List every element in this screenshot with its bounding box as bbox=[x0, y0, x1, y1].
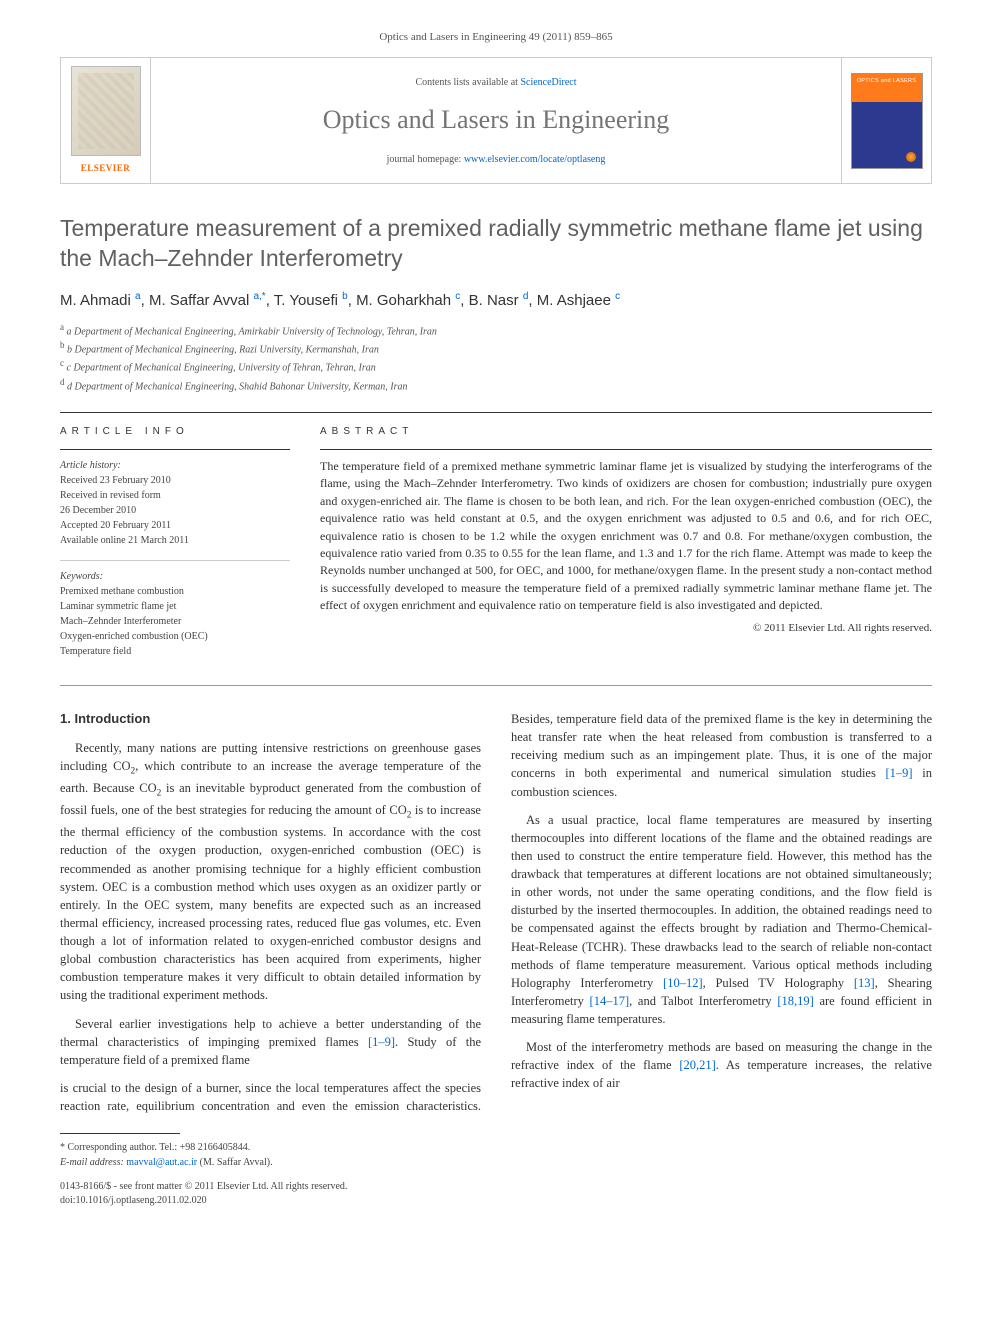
divider bbox=[60, 560, 290, 561]
article-info-column: ARTICLE INFO Article history: Received 2… bbox=[60, 425, 290, 671]
divider bbox=[60, 685, 932, 686]
author: M. Goharkhah bbox=[356, 292, 451, 309]
history-line: Received in revised form bbox=[60, 488, 290, 503]
masthead-center: Contents lists available at ScienceDirec… bbox=[151, 58, 841, 183]
history-line: Accepted 20 February 2011 bbox=[60, 518, 290, 533]
corresponding-email-line: E-mail address: mavval@aut.ac.ir (M. Saf… bbox=[60, 1155, 932, 1170]
abstract-text: The temperature field of a premixed meth… bbox=[320, 458, 932, 615]
ref-link[interactable]: [1–9] bbox=[886, 766, 913, 780]
footnote-separator bbox=[60, 1133, 180, 1134]
contents-prefix: Contents lists available at bbox=[415, 77, 520, 88]
author: M. Ashjaee bbox=[537, 292, 611, 309]
elsevier-tree-icon bbox=[71, 66, 141, 156]
affiliation-text: c Department of Mechanical Engineering, … bbox=[67, 363, 376, 374]
keyword: Premixed methane combustion bbox=[60, 584, 290, 599]
affil-ref-a[interactable]: a bbox=[135, 291, 141, 302]
keyword: Temperature field bbox=[60, 644, 290, 659]
publisher-panel: ELSEVIER bbox=[61, 58, 151, 183]
header-citation: Optics and Lasers in Engineering 49 (201… bbox=[60, 30, 932, 45]
divider bbox=[60, 449, 290, 450]
doi-line: doi:10.1016/j.optlaseng.2011.02.020 bbox=[60, 1194, 932, 1208]
ref-link[interactable]: [1–9] bbox=[368, 1035, 395, 1049]
affiliation-a: a a Department of Mechanical Engineering… bbox=[60, 321, 932, 339]
keyword: Laminar symmetric flame jet bbox=[60, 599, 290, 614]
masthead: ELSEVIER Contents lists available at Sci… bbox=[60, 57, 932, 184]
affil-ref-a-corr[interactable]: a,* bbox=[253, 291, 265, 302]
affiliation-text: a Department of Mechanical Engineering, … bbox=[67, 326, 437, 337]
ref-link[interactable]: [20,21] bbox=[679, 1058, 715, 1072]
info-abstract-row: ARTICLE INFO Article history: Received 2… bbox=[60, 425, 932, 671]
sciencedirect-link[interactable]: ScienceDirect bbox=[520, 77, 576, 88]
ref-link[interactable]: [18,19] bbox=[777, 994, 813, 1008]
affil-ref-c[interactable]: c bbox=[455, 291, 460, 302]
homepage-prefix: journal homepage: bbox=[387, 154, 464, 165]
body-two-column: 1. Introduction Recently, many nations a… bbox=[60, 710, 932, 1115]
divider bbox=[60, 412, 932, 413]
journal-homepage-line: journal homepage: www.elsevier.com/locat… bbox=[161, 153, 831, 167]
article-title: Temperature measurement of a premixed ra… bbox=[60, 214, 932, 274]
ref-link[interactable]: [14–17] bbox=[590, 994, 630, 1008]
journal-title: Optics and Lasers in Engineering bbox=[161, 102, 831, 138]
author: M. Saffar Avval bbox=[149, 292, 249, 309]
author: M. Ahmadi bbox=[60, 292, 131, 309]
history-line: 26 December 2010 bbox=[60, 503, 290, 518]
history-line: Available online 21 March 2011 bbox=[60, 533, 290, 548]
journal-cover-icon bbox=[851, 73, 923, 169]
journal-cover-panel bbox=[841, 58, 931, 183]
affil-ref-c2[interactable]: c bbox=[615, 291, 620, 302]
section-heading-intro: 1. Introduction bbox=[60, 710, 481, 729]
affiliation-text: b Department of Mechanical Engineering, … bbox=[67, 344, 379, 355]
ref-link[interactable]: [10–12] bbox=[663, 976, 703, 990]
keyword: Oxygen-enriched combustion (OEC) bbox=[60, 629, 290, 644]
affiliation-b: b b Department of Mechanical Engineering… bbox=[60, 339, 932, 357]
body-paragraph: As a usual practice, local flame tempera… bbox=[511, 811, 932, 1029]
affil-ref-b[interactable]: b bbox=[342, 291, 348, 302]
body-paragraph: Recently, many nations are putting inten… bbox=[60, 739, 481, 1005]
author-list: M. Ahmadi a, M. Saffar Avval a,*, T. You… bbox=[60, 290, 932, 311]
divider bbox=[320, 449, 932, 450]
text-run: As a usual practice, local flame tempera… bbox=[511, 813, 932, 990]
corresponding-email-link[interactable]: mavval@aut.ac.ir bbox=[126, 1157, 197, 1168]
affil-ref-d[interactable]: d bbox=[523, 291, 529, 302]
publisher-mark: ELSEVIER bbox=[81, 162, 131, 175]
affiliation-d: d d Department of Mechanical Engineering… bbox=[60, 376, 932, 394]
history-label: Article history: bbox=[60, 458, 290, 473]
author: B. Nasr bbox=[469, 292, 519, 309]
affiliation-text: d Department of Mechanical Engineering, … bbox=[67, 381, 408, 392]
affiliations: a a Department of Mechanical Engineering… bbox=[60, 321, 932, 394]
article-history: Article history: Received 23 February 20… bbox=[60, 458, 290, 548]
text-run: , and Talbot Interferometry bbox=[629, 994, 777, 1008]
front-matter-line: 0143-8166/$ - see front matter © 2011 El… bbox=[60, 1180, 932, 1194]
footer-meta: 0143-8166/$ - see front matter © 2011 El… bbox=[60, 1180, 932, 1208]
ref-link[interactable]: [13] bbox=[854, 976, 875, 990]
footnotes: * Corresponding author. Tel.: +98 216640… bbox=[60, 1140, 932, 1170]
email-name: (M. Saffar Avval). bbox=[200, 1157, 273, 1168]
homepage-link[interactable]: www.elsevier.com/locate/optlaseng bbox=[464, 154, 606, 165]
body-paragraph: Several earlier investigations help to a… bbox=[60, 1015, 481, 1069]
affiliation-c: c c Department of Mechanical Engineering… bbox=[60, 357, 932, 375]
corresponding-author: * Corresponding author. Tel.: +98 216640… bbox=[60, 1140, 932, 1155]
text-run: is to increase the thermal efficiency of… bbox=[60, 803, 481, 1002]
text-run: , Pulsed TV Holography bbox=[703, 976, 854, 990]
keywords-label: Keywords: bbox=[60, 569, 290, 584]
abstract-copyright: © 2011 Elsevier Ltd. All rights reserved… bbox=[320, 621, 932, 636]
body-paragraph: Most of the interferometry methods are b… bbox=[511, 1038, 932, 1092]
article-info-heading: ARTICLE INFO bbox=[60, 425, 290, 439]
contents-list-line: Contents lists available at ScienceDirec… bbox=[161, 76, 831, 90]
abstract-heading: ABSTRACT bbox=[320, 425, 932, 439]
author: T. Yousefi bbox=[274, 292, 338, 309]
keyword: Mach–Zehnder Interferometer bbox=[60, 614, 290, 629]
keywords-block: Keywords: Premixed methane combustion La… bbox=[60, 569, 290, 659]
history-line: Received 23 February 2010 bbox=[60, 473, 290, 488]
abstract-column: ABSTRACT The temperature field of a prem… bbox=[320, 425, 932, 671]
email-label: E-mail address: bbox=[60, 1157, 124, 1168]
